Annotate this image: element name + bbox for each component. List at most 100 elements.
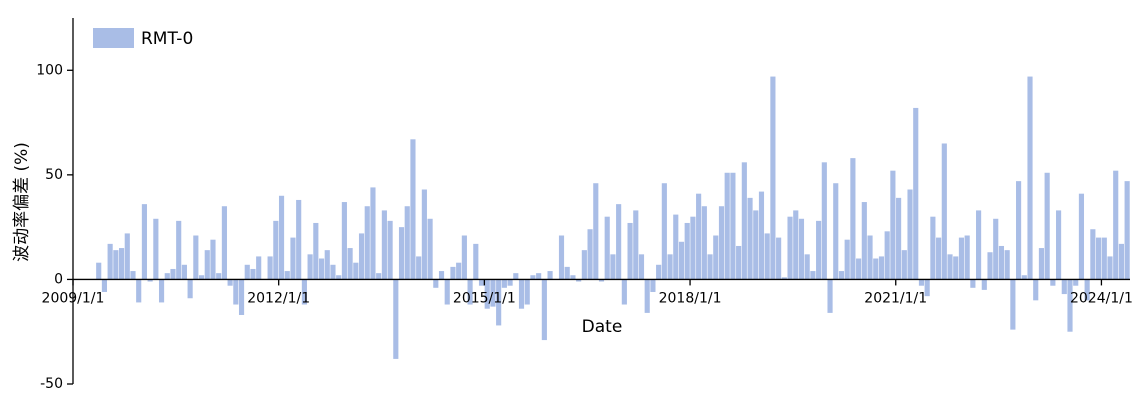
bar bbox=[336, 275, 342, 280]
bar bbox=[221, 206, 227, 280]
bar bbox=[1073, 279, 1079, 286]
y-tick-label: 0 bbox=[54, 271, 63, 287]
bar bbox=[376, 273, 382, 280]
bar bbox=[581, 250, 587, 280]
bar bbox=[267, 256, 273, 280]
bar bbox=[147, 279, 153, 282]
bar bbox=[113, 250, 119, 280]
bar bbox=[153, 218, 159, 280]
bar bbox=[1016, 181, 1022, 280]
bar bbox=[953, 256, 959, 280]
bar bbox=[713, 235, 719, 280]
bar bbox=[781, 277, 787, 280]
bar bbox=[164, 273, 170, 280]
bar bbox=[496, 279, 502, 326]
bar bbox=[273, 220, 279, 280]
bar bbox=[296, 199, 302, 280]
bar bbox=[307, 254, 313, 280]
bar bbox=[101, 279, 107, 292]
bar bbox=[661, 183, 667, 280]
bar bbox=[570, 275, 576, 280]
bar bbox=[1107, 256, 1113, 280]
bar bbox=[1084, 279, 1090, 301]
bar bbox=[518, 279, 525, 309]
bar bbox=[707, 254, 713, 280]
bar bbox=[398, 227, 405, 280]
x-tick-label: 2024/1/1 bbox=[1070, 290, 1133, 306]
bar bbox=[730, 172, 736, 280]
bar bbox=[621, 279, 627, 305]
bar bbox=[924, 279, 930, 297]
bar bbox=[764, 233, 770, 280]
bar bbox=[861, 202, 867, 280]
bar bbox=[1021, 275, 1027, 280]
bar bbox=[936, 237, 942, 280]
bar bbox=[918, 279, 925, 286]
bar bbox=[524, 279, 530, 305]
bar bbox=[158, 279, 165, 303]
bar bbox=[204, 250, 210, 280]
bar bbox=[804, 254, 810, 280]
bar bbox=[278, 195, 285, 280]
bar bbox=[1027, 76, 1033, 280]
bar bbox=[741, 162, 747, 280]
bar bbox=[381, 210, 387, 280]
bar bbox=[490, 279, 496, 307]
bar bbox=[364, 206, 370, 280]
bar bbox=[118, 248, 125, 280]
bar bbox=[678, 241, 685, 280]
bar bbox=[1033, 279, 1039, 301]
bar bbox=[198, 275, 205, 280]
bar bbox=[456, 262, 462, 280]
bar bbox=[416, 256, 422, 280]
bar bbox=[324, 250, 330, 280]
bar bbox=[181, 264, 187, 280]
bar bbox=[1124, 181, 1130, 280]
bar bbox=[1044, 172, 1050, 280]
bar bbox=[981, 279, 987, 290]
bar bbox=[1096, 237, 1102, 280]
bar bbox=[461, 235, 467, 280]
bar bbox=[793, 210, 799, 280]
bar bbox=[530, 275, 536, 280]
bar bbox=[884, 231, 890, 280]
bar bbox=[227, 279, 233, 286]
bar bbox=[438, 271, 445, 280]
bar bbox=[896, 197, 902, 280]
bar bbox=[616, 204, 622, 280]
bar bbox=[313, 222, 319, 280]
bar bbox=[387, 220, 393, 280]
bar bbox=[976, 210, 982, 280]
bar bbox=[330, 264, 336, 280]
bar bbox=[690, 216, 696, 280]
bar bbox=[776, 237, 782, 280]
bar bbox=[901, 250, 907, 280]
bar bbox=[958, 237, 965, 280]
bar bbox=[770, 76, 776, 280]
bar bbox=[644, 279, 650, 313]
bar bbox=[284, 271, 290, 280]
bar bbox=[970, 279, 976, 288]
bar bbox=[536, 273, 542, 280]
bar bbox=[233, 279, 239, 305]
bar bbox=[1113, 170, 1119, 280]
bar bbox=[187, 279, 193, 299]
bar bbox=[867, 235, 873, 280]
bar bbox=[850, 158, 856, 280]
bar bbox=[878, 256, 885, 280]
bar bbox=[410, 139, 416, 280]
bar bbox=[107, 243, 113, 280]
bar bbox=[564, 266, 570, 280]
bar bbox=[301, 279, 307, 305]
bar bbox=[667, 254, 673, 280]
bar bbox=[873, 258, 879, 280]
bar bbox=[718, 206, 725, 280]
bar bbox=[501, 279, 507, 288]
bar bbox=[433, 279, 439, 288]
bar bbox=[513, 273, 519, 280]
bar bbox=[696, 193, 702, 280]
bar bbox=[238, 279, 245, 315]
bar bbox=[838, 271, 845, 280]
bar bbox=[353, 262, 359, 280]
